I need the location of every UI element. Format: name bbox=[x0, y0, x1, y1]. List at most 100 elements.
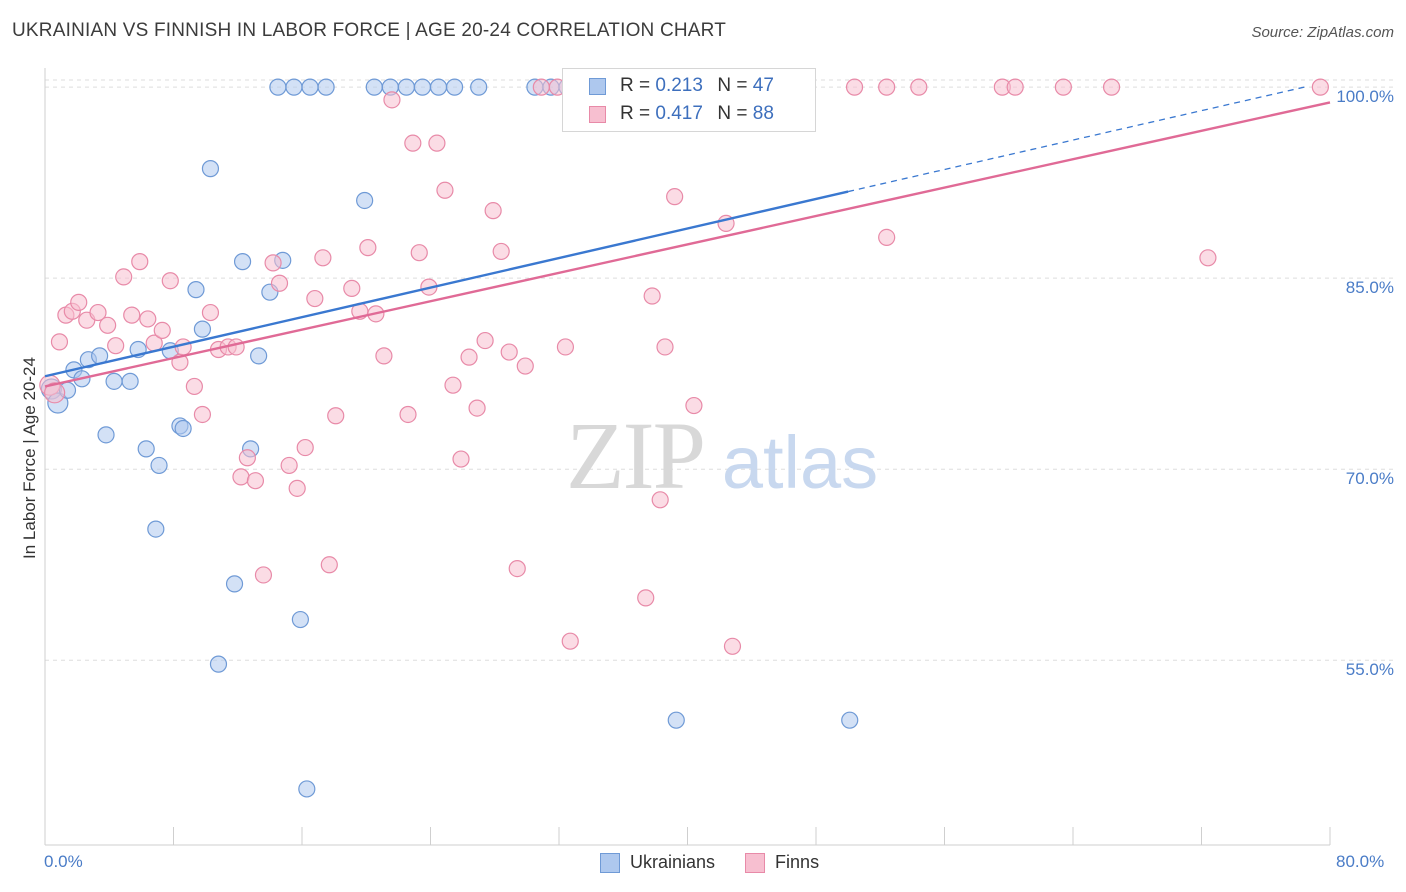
data-point-ukrainians bbox=[291, 610, 309, 629]
data-point-finns bbox=[428, 134, 446, 152]
data-point-finns bbox=[452, 450, 470, 468]
data-point-ukrainians bbox=[174, 419, 192, 438]
chart-source: Source: ZipAtlas.com bbox=[1251, 24, 1394, 41]
data-point-ukrainians bbox=[298, 780, 316, 798]
x-tick-label: 0.0% bbox=[44, 852, 83, 871]
data-point-finns bbox=[561, 632, 579, 650]
legend-n-value: 88 bbox=[752, 103, 774, 124]
data-point-finns bbox=[685, 396, 703, 415]
data-point-finns bbox=[288, 479, 306, 497]
data-point-finns bbox=[264, 254, 282, 272]
y-axis-label: In Labor Force | Age 20-24 bbox=[20, 357, 39, 559]
data-point-ukrainians bbox=[397, 78, 416, 96]
trendline-extension-ukrainians bbox=[847, 86, 1305, 193]
chart-title: UKRAINIAN VS FINNISH IN LABOR FORCE | AG… bbox=[12, 20, 727, 41]
data-point-finns bbox=[1311, 78, 1329, 96]
data-point-finns bbox=[306, 289, 324, 308]
data-point-finns bbox=[246, 472, 265, 490]
data-point-finns bbox=[270, 274, 289, 292]
y-tick-label: 55.0% bbox=[1345, 660, 1394, 679]
data-point-finns bbox=[383, 91, 401, 109]
legend-item-finns: Finns bbox=[745, 852, 819, 873]
legend-r-label: R = bbox=[620, 75, 651, 96]
data-point-finns bbox=[508, 559, 526, 578]
trendline-ukrainians bbox=[44, 190, 849, 378]
legend-swatch-finns bbox=[745, 852, 766, 873]
data-point-finns bbox=[1199, 249, 1217, 267]
data-point-finns bbox=[476, 331, 494, 350]
legend-n-label: N = bbox=[717, 103, 748, 124]
legend: R = 0.213 N = 47 R = 0.417 N = 88 bbox=[562, 68, 816, 132]
watermark-atlas: atlas bbox=[722, 421, 878, 504]
data-point-ukrainians bbox=[187, 281, 205, 299]
data-point-finns bbox=[1006, 78, 1024, 96]
legend-r-value: 0.417 bbox=[655, 103, 703, 124]
data-point-finns bbox=[107, 337, 125, 355]
legend-swatch-finns bbox=[589, 105, 606, 123]
data-point-ukrainians bbox=[269, 78, 287, 96]
legend-label-ukrainians: Ukrainians bbox=[630, 852, 716, 872]
data-point-finns bbox=[50, 333, 69, 351]
trendline-finns bbox=[44, 101, 1331, 388]
data-point-finns bbox=[115, 268, 133, 286]
data-point-finns bbox=[500, 343, 518, 361]
data-point-finns bbox=[651, 491, 669, 509]
data-point-finns bbox=[723, 637, 742, 655]
bottom-legend: Ukrainians Finns bbox=[600, 852, 849, 873]
data-point-finns bbox=[296, 438, 314, 457]
data-point-finns bbox=[238, 449, 256, 467]
y-tick-label: 100.0% bbox=[1336, 87, 1394, 106]
legend-swatch-ukrainians bbox=[600, 852, 620, 873]
legend-item-ukrainians: Ukrainians bbox=[600, 852, 715, 873]
data-point-ukrainians bbox=[137, 440, 155, 458]
data-point-ukrainians bbox=[250, 347, 268, 365]
y-tick-label: 85.0% bbox=[1345, 278, 1394, 297]
legend-label-finns: Finns bbox=[775, 852, 820, 872]
data-point-finns bbox=[399, 405, 417, 424]
data-point-finns bbox=[484, 202, 502, 220]
data-point-ukrainians bbox=[147, 520, 165, 538]
data-point-ukrainians bbox=[301, 78, 319, 96]
data-point-finns bbox=[227, 338, 245, 356]
data-point-finns bbox=[193, 405, 212, 424]
x-tick-label: 80.0% bbox=[1336, 852, 1385, 871]
data-point-finns bbox=[185, 377, 203, 396]
data-point-finns bbox=[516, 357, 534, 375]
watermark-zip: ZIP bbox=[566, 402, 704, 509]
data-point-ukrainians bbox=[121, 372, 139, 390]
data-point-ukrainians bbox=[193, 320, 212, 338]
data-point-ukrainians bbox=[105, 372, 123, 390]
data-point-finns bbox=[410, 244, 428, 262]
data-point-finns bbox=[637, 589, 655, 607]
data-point-finns bbox=[910, 78, 928, 96]
data-point-finns bbox=[845, 78, 864, 96]
data-point-finns bbox=[444, 376, 462, 394]
data-point-ukrainians bbox=[285, 78, 303, 96]
data-point-finns bbox=[460, 348, 478, 366]
data-point-finns bbox=[99, 316, 117, 334]
data-point-finns bbox=[153, 321, 171, 339]
data-point-finns bbox=[343, 279, 361, 297]
data-point-finns bbox=[201, 303, 220, 322]
data-point-ukrainians bbox=[356, 191, 374, 210]
data-point-finns bbox=[436, 181, 454, 199]
data-point-finns bbox=[123, 306, 141, 324]
data-point-finns bbox=[656, 338, 674, 356]
data-point-ukrainians bbox=[233, 253, 252, 271]
legend-r-value: 0.213 bbox=[655, 75, 703, 96]
data-point-finns bbox=[878, 78, 896, 96]
data-point-ukrainians bbox=[150, 456, 168, 475]
data-point-finns bbox=[666, 188, 684, 206]
data-point-finns bbox=[1102, 78, 1121, 96]
data-point-ukrainians bbox=[445, 78, 464, 96]
legend-n-value: 47 bbox=[752, 75, 774, 96]
data-point-ukrainians bbox=[429, 78, 448, 96]
data-point-finns bbox=[359, 239, 377, 257]
legend-row-finns: R = 0.417 N = 88 bbox=[589, 103, 774, 125]
legend-swatch-ukrainians bbox=[589, 77, 606, 95]
data-point-ukrainians bbox=[97, 426, 115, 444]
data-point-finns bbox=[89, 303, 107, 322]
y-tick-label: 70.0% bbox=[1345, 469, 1394, 488]
data-point-finns bbox=[556, 338, 575, 356]
